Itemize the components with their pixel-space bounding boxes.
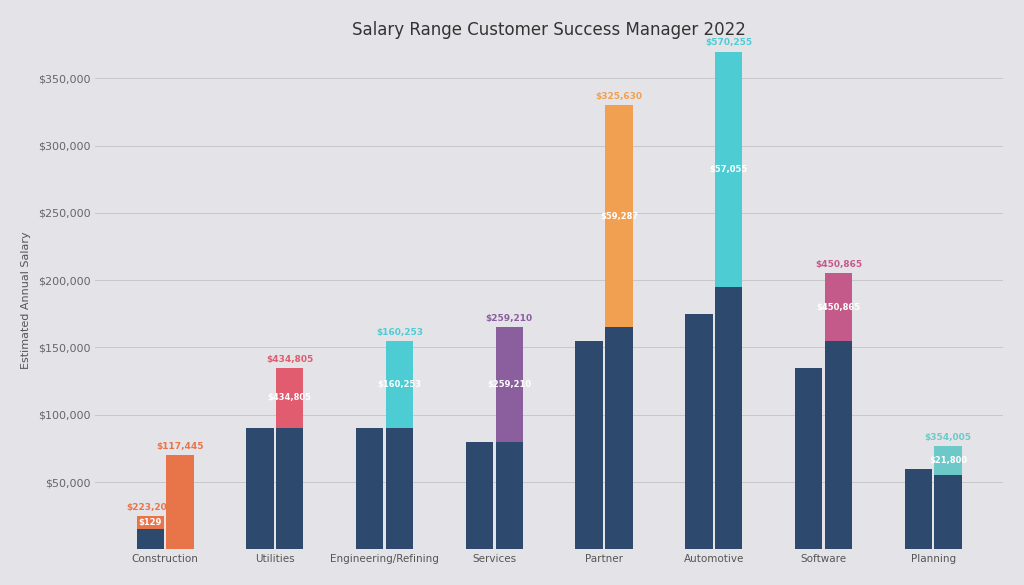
Text: $223,204: $223,204 bbox=[127, 503, 174, 512]
Text: $160,253: $160,253 bbox=[378, 380, 422, 389]
Text: $259,210: $259,210 bbox=[485, 314, 532, 324]
Text: $21,800: $21,800 bbox=[929, 456, 968, 465]
Bar bbox=[935, 446, 962, 475]
Bar bbox=[496, 442, 523, 549]
Text: $129: $129 bbox=[138, 518, 162, 527]
Text: $160,253: $160,253 bbox=[376, 328, 423, 337]
Text: $259,210: $259,210 bbox=[487, 380, 531, 389]
Bar bbox=[824, 274, 852, 341]
Bar bbox=[246, 428, 273, 549]
Text: $450,865: $450,865 bbox=[816, 302, 860, 312]
Bar bbox=[605, 328, 633, 549]
Bar bbox=[935, 475, 962, 549]
Text: $325,630: $325,630 bbox=[596, 92, 642, 101]
Bar bbox=[904, 469, 932, 549]
Bar bbox=[824, 341, 852, 549]
Bar bbox=[386, 341, 414, 428]
Bar bbox=[136, 529, 164, 549]
Text: $434,805: $434,805 bbox=[267, 394, 311, 402]
Bar bbox=[386, 428, 414, 549]
Bar bbox=[715, 51, 742, 287]
Text: $57,055: $57,055 bbox=[710, 165, 748, 174]
Text: $117,445: $117,445 bbox=[157, 442, 204, 451]
Bar bbox=[496, 328, 523, 442]
Y-axis label: Estimated Annual Salary: Estimated Annual Salary bbox=[20, 232, 31, 369]
Bar bbox=[575, 341, 603, 549]
Bar bbox=[356, 428, 383, 549]
Bar bbox=[166, 455, 194, 549]
Text: $354,005: $354,005 bbox=[925, 433, 972, 442]
Bar bbox=[136, 515, 164, 529]
Bar bbox=[466, 442, 494, 549]
Text: $450,865: $450,865 bbox=[815, 260, 862, 270]
Bar bbox=[276, 368, 303, 428]
Text: $59,287: $59,287 bbox=[600, 212, 638, 221]
Bar bbox=[685, 314, 713, 549]
Bar bbox=[276, 428, 303, 549]
Text: $570,255: $570,255 bbox=[706, 39, 753, 47]
Bar bbox=[715, 287, 742, 549]
Bar bbox=[605, 105, 633, 328]
Title: Salary Range Customer Success Manager 2022: Salary Range Customer Success Manager 20… bbox=[352, 21, 746, 39]
Text: $434,805: $434,805 bbox=[266, 355, 313, 364]
Bar bbox=[795, 368, 822, 549]
